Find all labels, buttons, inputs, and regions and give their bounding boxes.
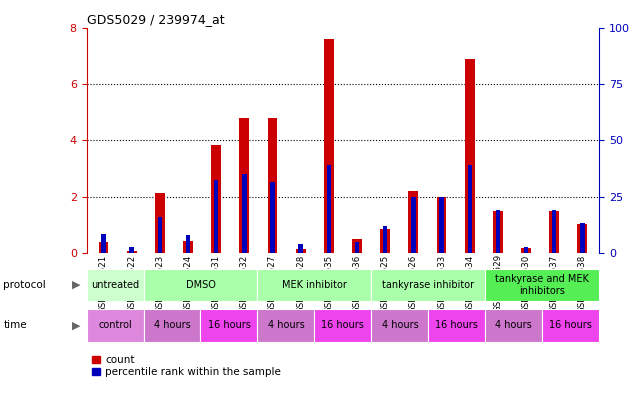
Bar xyxy=(127,251,137,253)
Text: 4 hours: 4 hours xyxy=(154,320,190,330)
Text: GSM1340534: GSM1340534 xyxy=(465,254,474,312)
Text: GSM1340535: GSM1340535 xyxy=(324,254,333,312)
Text: DMSO: DMSO xyxy=(185,280,215,290)
Text: GSM1340531: GSM1340531 xyxy=(212,254,221,312)
Bar xyxy=(371,309,428,342)
Text: protocol: protocol xyxy=(3,280,46,290)
Bar xyxy=(371,269,485,301)
Bar xyxy=(524,247,528,253)
Bar xyxy=(542,309,599,342)
Bar xyxy=(99,242,108,253)
Bar xyxy=(549,211,559,253)
Text: ▶: ▶ xyxy=(72,280,80,290)
Bar xyxy=(467,165,472,253)
Text: GSM1340521: GSM1340521 xyxy=(99,254,108,312)
Bar xyxy=(578,224,587,253)
Text: GSM1340537: GSM1340537 xyxy=(550,254,559,312)
Bar xyxy=(299,244,303,253)
Bar xyxy=(493,211,503,253)
Text: GSM1340538: GSM1340538 xyxy=(578,254,587,312)
Bar xyxy=(144,309,201,342)
Text: 4 hours: 4 hours xyxy=(495,320,532,330)
Bar xyxy=(383,226,387,253)
Bar xyxy=(352,239,362,253)
Bar xyxy=(324,39,334,253)
Bar xyxy=(580,223,585,253)
Text: 4 hours: 4 hours xyxy=(381,320,419,330)
Bar xyxy=(101,234,106,253)
Bar xyxy=(485,269,599,301)
Bar xyxy=(239,118,249,253)
Text: 16 hours: 16 hours xyxy=(549,320,592,330)
Text: GSM1340525: GSM1340525 xyxy=(381,254,390,312)
Text: tankyrase and MEK
inhibitors: tankyrase and MEK inhibitors xyxy=(495,274,589,296)
Bar xyxy=(521,248,531,253)
Bar xyxy=(327,165,331,253)
Legend: count, percentile rank within the sample: count, percentile rank within the sample xyxy=(92,355,281,377)
Bar xyxy=(212,145,221,253)
Bar xyxy=(242,174,247,253)
Bar xyxy=(258,269,371,301)
Bar xyxy=(129,247,134,253)
Text: GSM1340528: GSM1340528 xyxy=(296,254,305,312)
Text: GSM1340527: GSM1340527 xyxy=(268,254,277,312)
Bar xyxy=(411,197,415,253)
Text: GSM1340524: GSM1340524 xyxy=(183,254,192,312)
Text: GSM1340532: GSM1340532 xyxy=(240,254,249,312)
Bar xyxy=(355,242,359,253)
Bar xyxy=(87,269,144,301)
Text: untreated: untreated xyxy=(91,280,139,290)
Bar xyxy=(186,235,190,253)
Text: GSM1340522: GSM1340522 xyxy=(127,254,136,312)
Text: 16 hours: 16 hours xyxy=(435,320,478,330)
Bar xyxy=(465,59,474,253)
Text: GSM1340526: GSM1340526 xyxy=(409,254,418,312)
Bar xyxy=(552,210,556,253)
Text: GSM1340529: GSM1340529 xyxy=(494,254,503,312)
Text: 16 hours: 16 hours xyxy=(208,320,251,330)
Text: tankyrase inhibitor: tankyrase inhibitor xyxy=(382,280,474,290)
Text: MEK inhibitor: MEK inhibitor xyxy=(282,280,347,290)
Bar xyxy=(315,309,371,342)
Bar xyxy=(183,241,193,253)
Bar xyxy=(296,249,306,253)
Bar xyxy=(485,309,542,342)
Text: ▶: ▶ xyxy=(72,320,80,330)
Bar xyxy=(271,182,275,253)
Text: time: time xyxy=(3,320,27,330)
Bar xyxy=(214,180,219,253)
Bar xyxy=(428,309,485,342)
Text: control: control xyxy=(98,320,132,330)
Bar xyxy=(380,230,390,253)
Text: 16 hours: 16 hours xyxy=(322,320,364,330)
Text: GSM1340533: GSM1340533 xyxy=(437,254,446,312)
Text: GDS5029 / 239974_at: GDS5029 / 239974_at xyxy=(87,13,224,26)
Bar xyxy=(439,197,444,253)
Text: 4 hours: 4 hours xyxy=(267,320,304,330)
Bar xyxy=(144,269,258,301)
Text: GSM1340536: GSM1340536 xyxy=(353,254,362,312)
Bar xyxy=(201,309,258,342)
Bar xyxy=(87,309,144,342)
Bar xyxy=(155,193,165,253)
Bar xyxy=(158,217,162,253)
Bar xyxy=(258,309,315,342)
Bar xyxy=(408,191,419,253)
Text: GSM1340530: GSM1340530 xyxy=(522,254,531,312)
Bar xyxy=(267,118,278,253)
Bar xyxy=(437,197,447,253)
Text: GSM1340523: GSM1340523 xyxy=(155,254,164,312)
Bar xyxy=(495,210,500,253)
